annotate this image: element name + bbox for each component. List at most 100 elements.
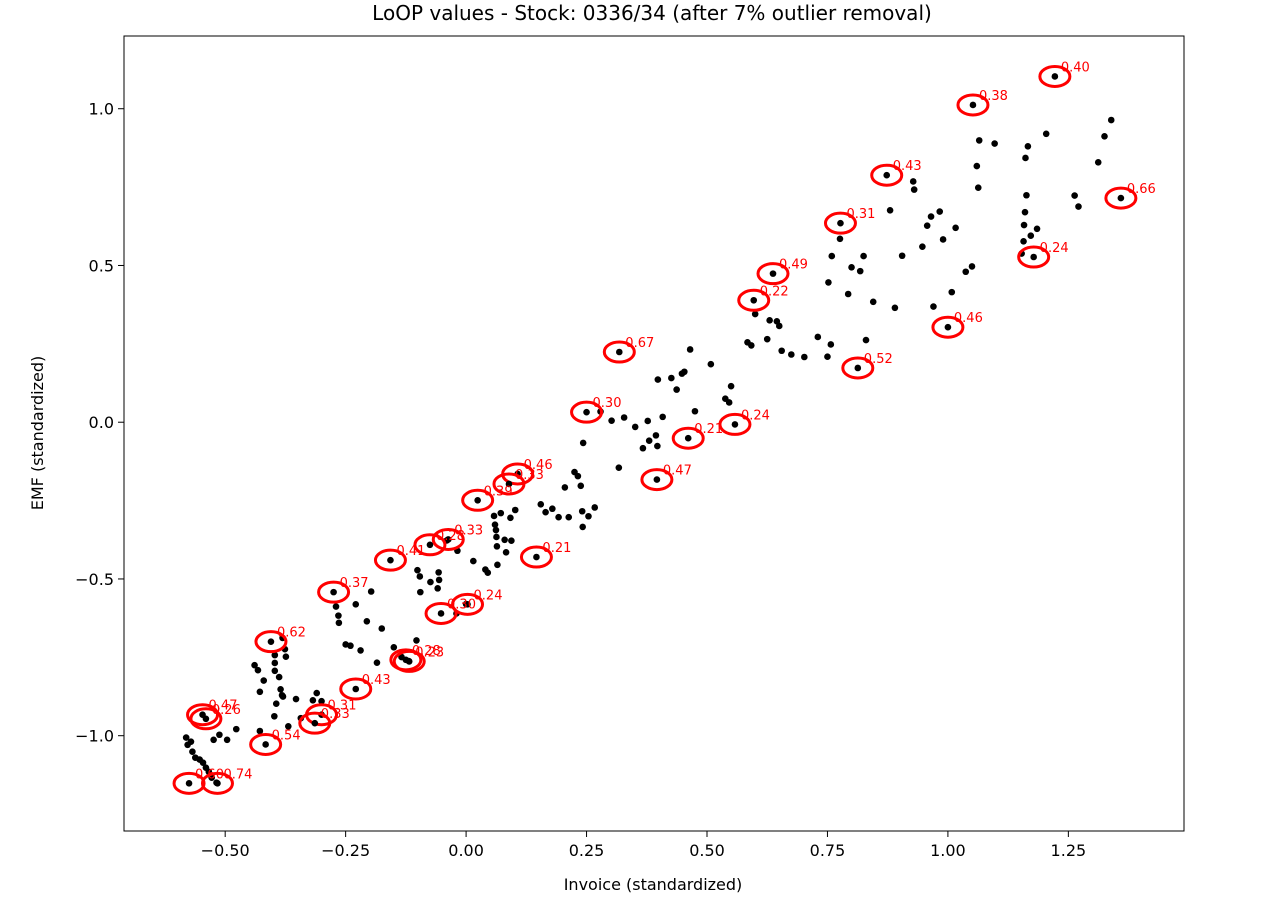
outlier-ring [718,412,752,436]
outlier-point [944,323,952,331]
outlier-point [437,610,445,617]
outlier-ring [298,711,332,735]
outlier-ring [570,400,604,424]
outlier-point [387,556,394,564]
annotations-layer: 0.40 0.38 0.43 0.66 0.31 0.24 0.49 0.22 0.46 0.67… [195,60,1156,782]
data-point [271,659,279,667]
loop-value-label: 0.31 [846,207,875,222]
data-point [335,612,342,619]
outlier-ring [841,356,875,380]
data-point [1020,238,1027,245]
loop-value-label: 0.52 [864,352,893,367]
outliers-layer [172,64,1138,795]
data-point [318,697,325,705]
data-point [1075,203,1082,210]
outlier-point [533,553,540,561]
loop-value-label: 0.24 [474,588,503,603]
data-point [232,725,240,733]
y-tick-label: 1.0 [89,100,114,119]
data-point [936,208,944,215]
data-point [775,322,783,330]
loop-value-label: 0.60 [195,767,224,782]
loop-value-label: 0.23 [415,645,444,660]
data-point [585,512,592,520]
y-tick-label: −1.0 [75,727,114,746]
outlier-point [464,601,471,608]
data-point [681,368,688,376]
data-point [1071,192,1078,199]
x-tick-label: 0.00 [448,841,484,860]
loop-value-label: 0.43 [362,673,391,688]
outlier-ring [339,677,373,701]
outlier-ring [1017,245,1051,269]
data-point [470,557,477,565]
data-point [788,351,795,358]
outlier-point [854,364,862,372]
data-point [686,346,694,353]
data-point [620,414,628,421]
data-point [309,696,317,704]
outlier-point [505,480,513,488]
loop-value-label: 0.37 [340,576,369,591]
data-point [285,722,292,730]
data-point [390,643,398,651]
outlier-ring [431,527,465,551]
y-axis: −1.0 −0.5 0.0 0.5 1.0 [75,100,124,746]
data-point [591,504,599,511]
data-point [414,566,421,574]
data-point [502,549,510,556]
data-point [555,513,562,521]
data-point [271,712,278,720]
data-point [962,268,970,276]
loop-value-label: 0.40 [1061,60,1090,75]
data-point [413,637,420,644]
data-point [930,303,937,310]
data-point [578,507,586,515]
data-point [891,304,899,312]
loop-value-label: 0.28 [436,529,465,544]
data-point [652,432,660,439]
data-point [654,376,662,383]
outlier-ring [200,771,234,795]
data-point [659,413,666,421]
data-point [561,484,569,491]
outlier-point [267,638,275,645]
data-point [1101,133,1108,140]
data-point [492,526,500,534]
y-tick-label: 0.0 [89,413,114,432]
data-point [210,736,217,744]
data-point [1022,154,1029,162]
loop-value-label: 0.47 [663,464,692,479]
data-point [373,659,381,666]
x-axis: −0.50 −0.25 0.00 0.25 0.50 0.75 1.00 1.25 [201,831,1087,860]
data-point [644,417,652,425]
data-point [275,673,283,681]
data-point [836,235,844,243]
x-tick-label: 1.25 [1051,841,1087,860]
outlier-ring [1038,64,1072,88]
data-point [279,693,287,700]
data-point [828,252,836,260]
data-point [292,695,300,703]
data-point [631,423,639,431]
outlier-point [214,780,221,787]
data-point [939,236,947,243]
data-point [1020,221,1028,229]
y-axis-label: EMF (standardized) [28,356,47,511]
loop-value-label: 0.26 [212,703,241,718]
outlier-ring [823,211,857,235]
x-tick-label: −0.25 [321,841,370,860]
data-point [766,317,773,324]
data-point [282,653,290,661]
outlier-ring [249,732,283,756]
x-tick-label: 1.00 [930,841,966,860]
data-point [910,186,918,193]
loop-value-label: 0.33 [454,523,483,538]
axes-frame [123,35,1185,832]
data-point [199,759,207,766]
outlier-point [969,101,977,109]
data-point [856,267,864,275]
data-point [1033,225,1041,233]
data-point [827,341,835,348]
data-point [579,523,586,531]
